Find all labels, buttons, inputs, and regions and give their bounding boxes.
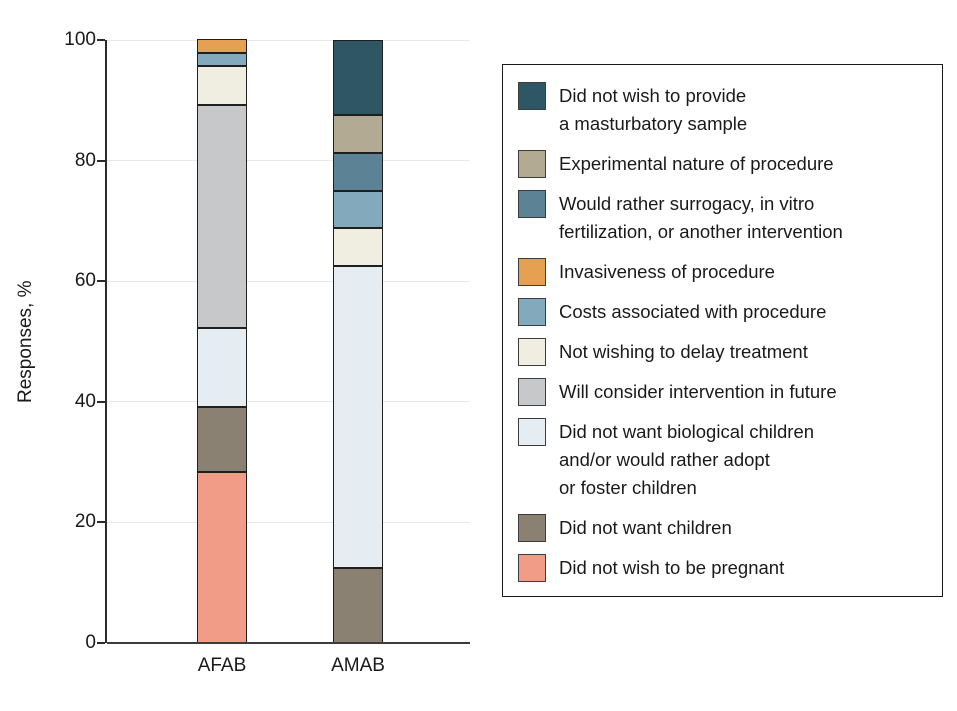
legend-label: Did not want biological children and/or … (559, 421, 815, 498)
bar-segment (197, 472, 247, 643)
y-tick-label-20: 20 (74, 511, 96, 533)
bar-segment (197, 105, 247, 329)
y-tick-label-0: 0 (85, 632, 96, 653)
legend-label: Not wishing to delay treatment (559, 341, 808, 362)
x-tick-label-afab: AFAB (197, 655, 247, 676)
y-tick-label-80: 80 (74, 149, 96, 171)
legend-swatch (518, 258, 546, 286)
legend-item: Will consider intervention in future (518, 378, 932, 406)
gridline-80 (107, 160, 470, 162)
legend-label: Costs associated with procedure (559, 301, 827, 322)
y-tick-mark-100 (97, 39, 105, 41)
bar-segment (333, 40, 383, 116)
legend-item: Did not wish to be pregnant (518, 554, 932, 582)
legend-label: Did not wish to be pregnant (559, 557, 785, 578)
legend-label: Would rather surrogacy, in vitro fertili… (559, 193, 843, 242)
legend-label: Did not want children (559, 517, 732, 538)
legend-item: Would rather surrogacy, in vitro fertili… (518, 190, 932, 246)
legend-item: Not wishing to delay treatment (518, 338, 932, 366)
bar-segment (333, 567, 383, 643)
legend-item: Experimental nature of procedure (518, 150, 932, 178)
bar-segment (197, 328, 247, 407)
legend-swatch (518, 378, 546, 406)
y-tick-mark-60 (97, 280, 105, 283)
legend-item: Costs associated with procedure (518, 298, 932, 326)
bar-segment (333, 228, 383, 267)
bar-afab (197, 39, 247, 643)
legend-swatch (518, 514, 546, 542)
legend-swatch (518, 190, 546, 218)
bar-segment (333, 153, 383, 191)
bar-segment (197, 39, 247, 53)
bar-segment (197, 52, 247, 66)
y-axis-line (105, 40, 107, 643)
gridline-40 (107, 401, 470, 403)
gridline-60 (107, 280, 470, 282)
y-tick-mark-0 (97, 642, 105, 644)
legend-label: Did not wish to provide a masturbatory s… (559, 85, 748, 134)
y-axis-title: Responses, % (15, 280, 36, 403)
legend-label: Invasiveness of procedure (559, 261, 775, 282)
legend-swatch (518, 338, 546, 366)
plot-area (97, 39, 470, 644)
y-tick-label-100: 100 (64, 29, 96, 50)
bar-segment (197, 406, 247, 473)
bar-segment (197, 65, 247, 106)
legend-swatch (518, 82, 546, 110)
y-tick-mark-40 (97, 400, 105, 403)
bar-amab (333, 40, 383, 643)
gridline-100 (107, 39, 470, 41)
legend-item: Did not want children (518, 514, 932, 542)
y-tick-mark-20 (97, 521, 105, 524)
legend-swatch (518, 554, 546, 582)
legend-box: Did not wish to provide a masturbatory s… (502, 64, 943, 597)
legend-swatch (518, 150, 546, 178)
y-tick-mark-80 (97, 159, 105, 162)
bar-segment (333, 115, 383, 154)
gridline-20 (107, 521, 470, 523)
legend-swatch (518, 418, 546, 446)
x-tick-label-amab: AMAB (331, 655, 385, 676)
legend-label: Will consider intervention in future (559, 381, 837, 402)
legend-item: Did not wish to provide a masturbatory s… (518, 82, 932, 138)
bar-segment (333, 190, 383, 229)
legend-item: Invasiveness of procedure (518, 258, 932, 286)
x-axis-baseline (107, 642, 470, 644)
legend-label: Experimental nature of procedure (559, 153, 834, 174)
y-tick-label-40: 40 (74, 390, 96, 412)
bar-segment (333, 266, 383, 568)
legend-swatch (518, 298, 546, 326)
legend-item: Did not want biological children and/or … (518, 418, 932, 502)
y-tick-label-60: 60 (74, 270, 96, 292)
